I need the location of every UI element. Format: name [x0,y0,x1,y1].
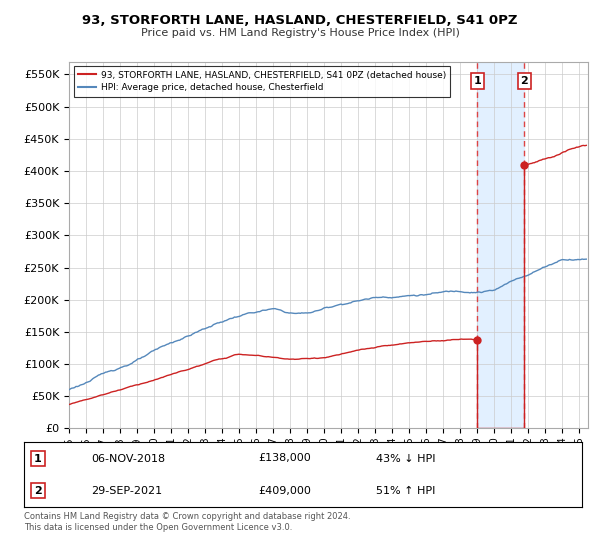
Text: 1: 1 [473,76,481,86]
Text: £138,000: £138,000 [259,454,311,464]
Bar [478,62,524,428]
Text: 2: 2 [34,486,42,496]
Text: 43% ↓ HPI: 43% ↓ HPI [376,454,435,464]
Text: 1: 1 [34,454,42,464]
Legend: 93, STORFORTH LANE, HASLAND, CHESTERFIELD, S41 0PZ (detached house), HPI: Averag: 93, STORFORTH LANE, HASLAND, CHESTERFIEL… [74,66,451,97]
Text: £409,000: £409,000 [259,486,311,496]
Text: 29-SEP-2021: 29-SEP-2021 [91,486,162,496]
Text: Contains HM Land Registry data © Crown copyright and database right 2024.
This d: Contains HM Land Registry data © Crown c… [24,512,350,532]
Text: 06-NOV-2018: 06-NOV-2018 [91,454,165,464]
Text: Price paid vs. HM Land Registry's House Price Index (HPI): Price paid vs. HM Land Registry's House … [140,28,460,38]
Text: 51% ↑ HPI: 51% ↑ HPI [376,486,435,496]
Text: 2: 2 [520,76,528,86]
Text: 93, STORFORTH LANE, HASLAND, CHESTERFIELD, S41 0PZ: 93, STORFORTH LANE, HASLAND, CHESTERFIEL… [82,14,518,27]
